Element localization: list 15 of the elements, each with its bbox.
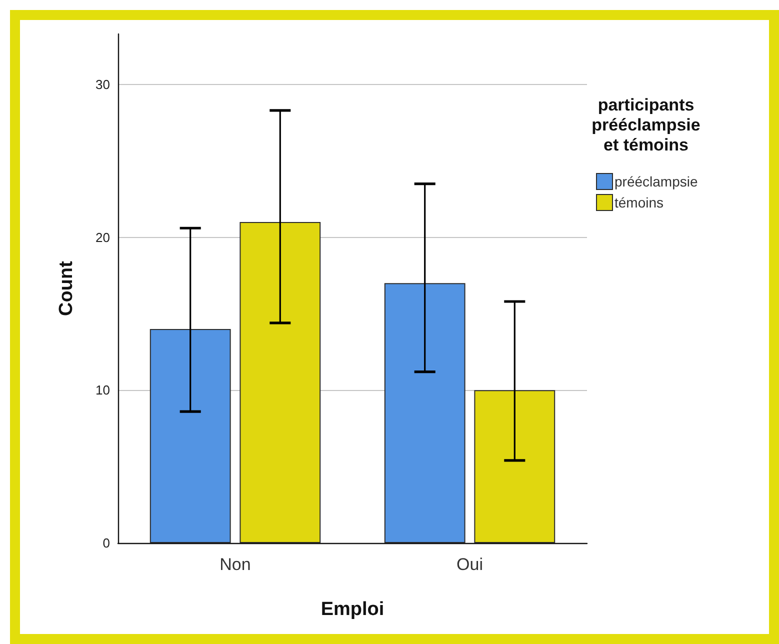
x-axis-title: Emploi [320,599,384,620]
bar [474,390,556,543]
bar [240,222,321,543]
bar [150,329,231,543]
y-tick-label: 30 [96,76,110,92]
x-tick-label: Non [220,555,251,574]
legend-label: témoins [614,194,664,210]
x-tick-label: Oui [456,555,483,574]
legend-label: prééclampsie [614,174,698,190]
y-tick-label: 0 [102,536,110,550]
y-tick-label: 10 [96,382,110,398]
y-axis-title: Count [56,260,77,316]
bar [384,283,466,543]
legend-title: participants prééclampsie et témoins [592,96,700,154]
y-tick-label: 20 [96,230,110,245]
